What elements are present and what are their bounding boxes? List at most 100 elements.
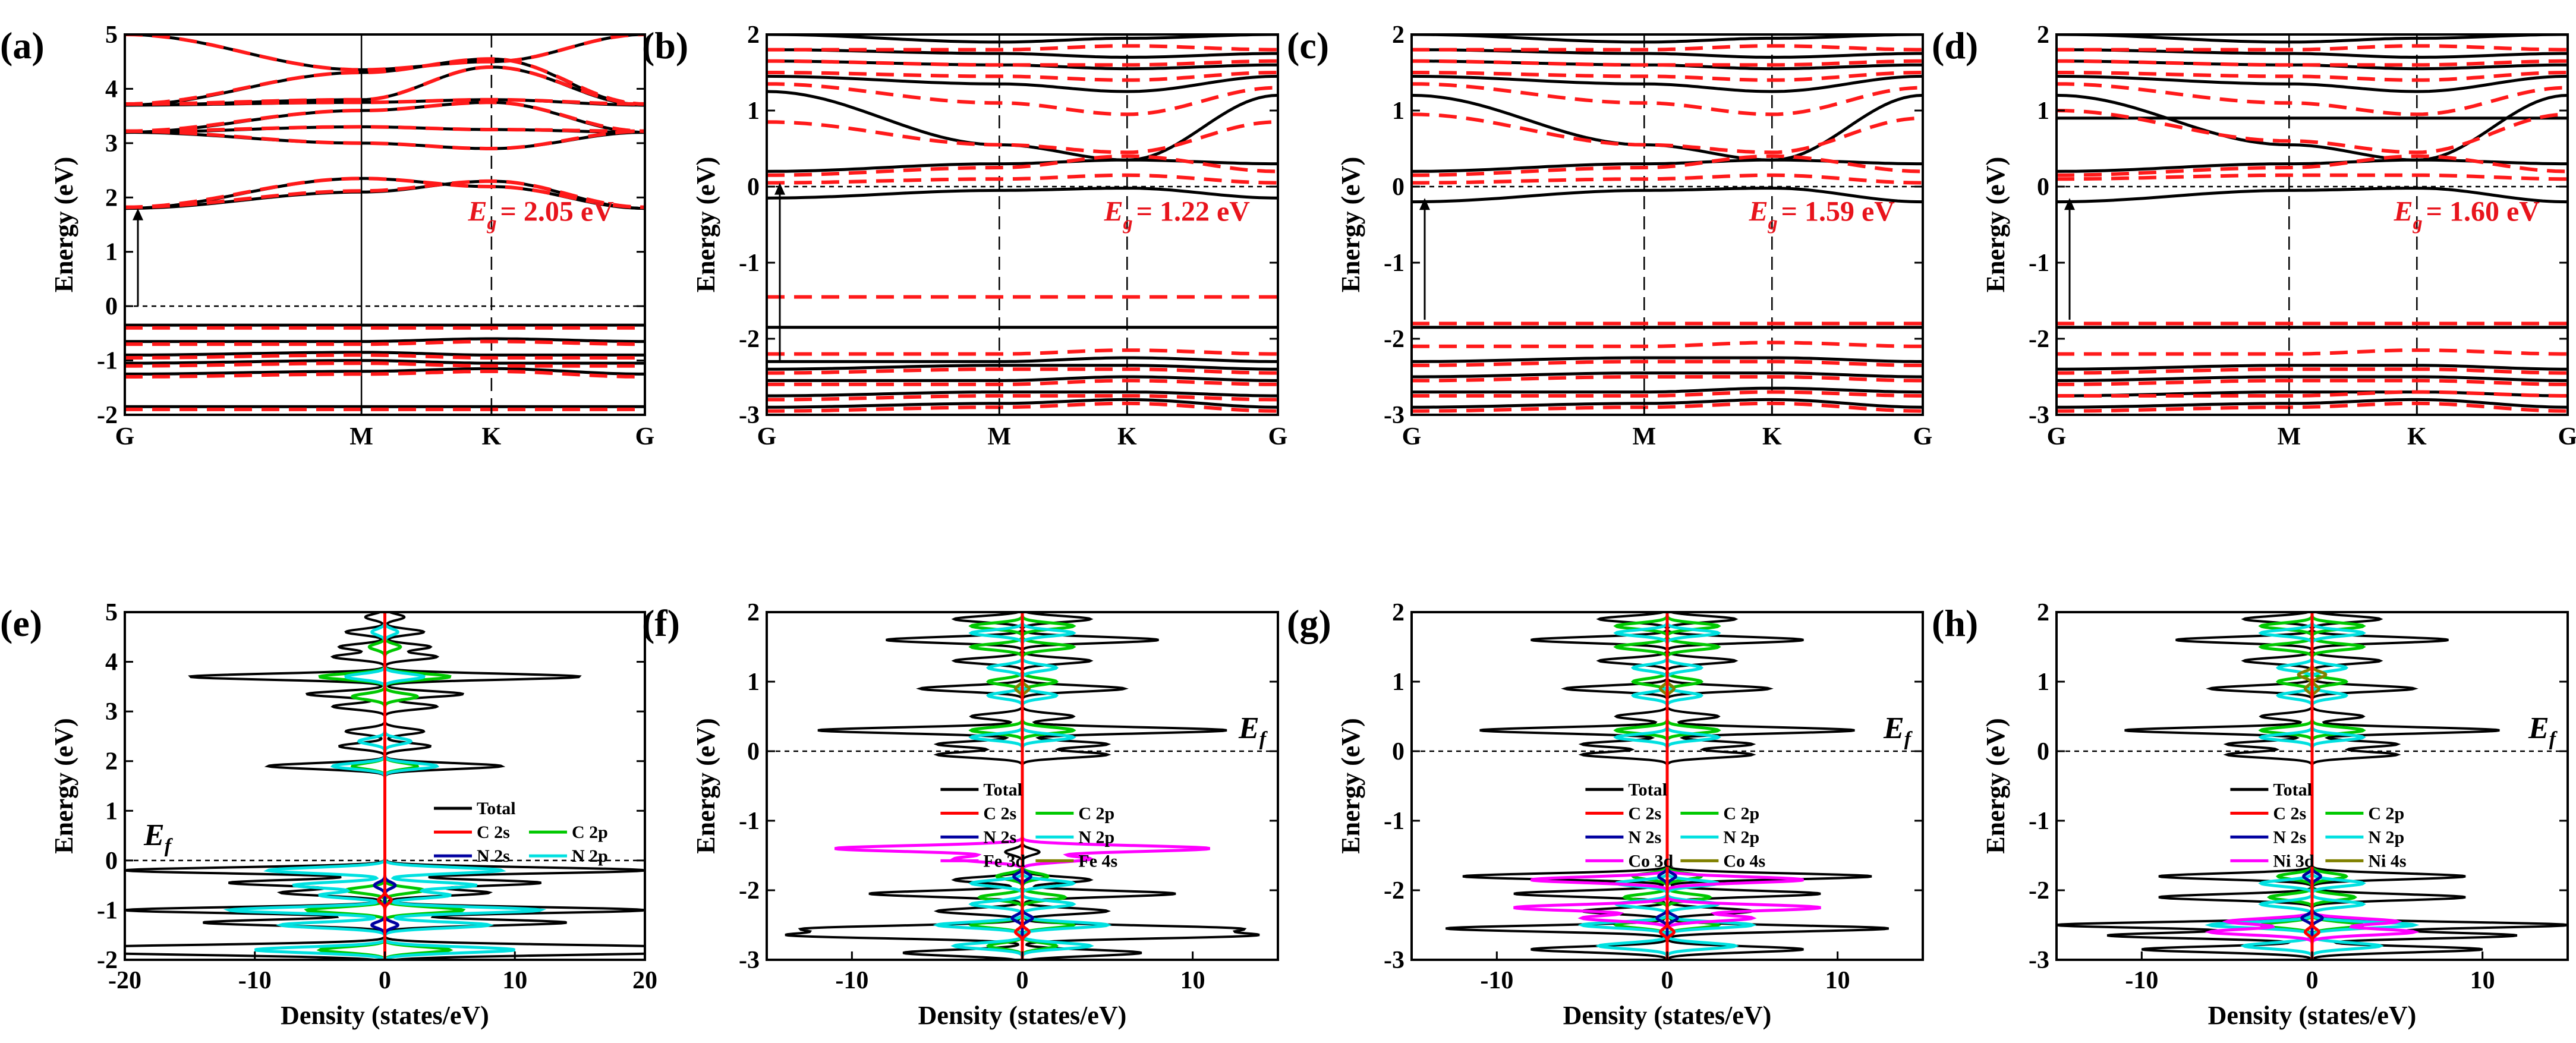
band-line xyxy=(2057,71,2568,82)
y-tick-label: -3 xyxy=(1384,402,1404,429)
gap-subscript: g xyxy=(1768,212,1778,234)
band-line xyxy=(767,44,1278,52)
band-line xyxy=(767,398,1278,409)
band-line xyxy=(767,90,1278,162)
y-tick-label: -1 xyxy=(739,808,760,835)
y-tick-label: 2 xyxy=(105,748,118,776)
panel-c: Eg = 1.59 eV -3 -2 -1 0 1 2 Energy (eV) G M K G (c) xyxy=(1287,21,1932,450)
gap-symbol: E xyxy=(468,196,487,228)
band-line xyxy=(1412,360,1923,367)
dos-curve-up xyxy=(383,612,547,960)
band-line xyxy=(767,158,1278,173)
y-tick-label: 2 xyxy=(105,184,118,212)
panel-label: (h) xyxy=(1932,602,1978,644)
y-axis-title: Energy (eV) xyxy=(1981,157,2010,293)
y-tick-label: -1 xyxy=(2029,808,2049,835)
y-tick-label: 0 xyxy=(2037,174,2049,201)
panel-d: Eg = 1.60 eV -3 -2 -1 0 1 2 Energy (eV) G M K G (d) xyxy=(1932,21,2576,450)
y-tick-label: -1 xyxy=(2029,250,2049,277)
kpoint-label: M xyxy=(1632,423,1656,450)
band-line xyxy=(125,353,645,360)
band-line xyxy=(1412,401,1923,413)
band-line xyxy=(1412,371,1923,379)
band-line xyxy=(1412,74,1923,93)
dos-curves xyxy=(125,612,645,960)
y-tick-label: -2 xyxy=(2029,877,2049,905)
legend-label: N 2p xyxy=(2368,827,2404,847)
y-axis-title: Energy (eV) xyxy=(691,718,720,854)
y-axis-title: Energy (eV) xyxy=(691,157,720,293)
y-tick-label: -2 xyxy=(97,402,118,429)
band-line xyxy=(767,367,1278,375)
x-tick-label: 10 xyxy=(2470,967,2495,994)
panel-label: (f) xyxy=(642,602,680,644)
y-tick-label: -1 xyxy=(1384,808,1404,835)
band-line xyxy=(2057,173,2568,181)
fermi-symbol: E xyxy=(1238,711,1259,745)
y-tick-label: 4 xyxy=(105,75,118,103)
band-line xyxy=(2057,93,2568,162)
band-line xyxy=(125,351,645,357)
band-line xyxy=(1412,398,1923,409)
fermi-symbol: E xyxy=(1883,711,1904,745)
y-axis-title: Energy (eV) xyxy=(1336,157,1365,293)
legend: Total C 2s C 2p N 2s N 2p Ni 3d Ni 4s xyxy=(2230,780,2407,871)
legend-label: N 2s xyxy=(2273,827,2306,847)
band-line xyxy=(2057,367,2568,375)
band-line xyxy=(1412,386,1923,394)
legend: Total C 2s C 2p N 2s N 2p Co 3d Co 4s xyxy=(1585,780,1765,871)
x-tick-label: 0 xyxy=(1016,967,1029,994)
y-tick-label: -3 xyxy=(1384,947,1404,974)
band-line xyxy=(1412,48,1923,59)
dos-curves xyxy=(785,612,1260,960)
band-line xyxy=(767,401,1278,413)
x-axis-title: Density (states/eV) xyxy=(918,1001,1127,1030)
band-line xyxy=(125,179,645,209)
band-line xyxy=(125,100,645,133)
legend-label: Ni 3d xyxy=(2273,851,2314,871)
y-tick-label: 1 xyxy=(105,239,118,266)
band-line xyxy=(2057,364,2568,371)
y-tick-label: 5 xyxy=(105,21,118,49)
y-tick-label: 2 xyxy=(747,21,760,49)
legend-label: C 2p xyxy=(2368,803,2404,823)
band-a-frame xyxy=(124,33,646,416)
legend-label: N 2s xyxy=(477,846,510,866)
fermi-subscript: f xyxy=(2549,728,2558,750)
band-line xyxy=(767,394,1278,402)
legend-label: Ni 4s xyxy=(2368,851,2406,871)
band-line xyxy=(125,337,645,344)
panel-label: (c) xyxy=(1287,24,1329,67)
legend-label: Fe 4s xyxy=(1078,851,1117,871)
kpoint-label: G xyxy=(115,423,135,450)
panel-label: (b) xyxy=(642,24,688,67)
band-line xyxy=(1412,341,1923,348)
legend-label: C 2s xyxy=(983,803,1016,823)
x-tick-label: 10 xyxy=(1825,967,1850,994)
kpoint-label: K xyxy=(482,423,502,450)
fermi-subscript: f xyxy=(1904,728,1913,750)
gap-symbol: E xyxy=(2394,196,2413,228)
band-line xyxy=(767,356,1278,363)
y-tick-label: 2 xyxy=(2037,21,2049,49)
y-tick-label: -3 xyxy=(739,402,760,429)
kpoint-label: K xyxy=(1117,423,1137,450)
gap-annotation: Eg = 1.22 eV xyxy=(1104,196,1251,234)
y-tick-label: -3 xyxy=(2029,947,2049,974)
legend-label: Total xyxy=(477,799,516,818)
dos-curve-down xyxy=(223,612,386,960)
y-tick-label: 4 xyxy=(105,649,118,676)
y-tick-label: 1 xyxy=(2037,669,2049,696)
kpoint-label: G xyxy=(1913,423,1933,450)
band-line xyxy=(125,359,645,365)
legend-label: C 2s xyxy=(477,823,510,842)
dos-curves xyxy=(1446,612,1889,960)
gap-symbol: E xyxy=(1749,196,1768,228)
band-line xyxy=(767,154,1278,177)
x-axis-title: Density (states/eV) xyxy=(2208,1001,2417,1030)
legend-label: N 2s xyxy=(1628,827,1661,847)
x-axis-title: Density (states/eV) xyxy=(1563,1001,1772,1030)
band-line xyxy=(2057,379,2568,386)
